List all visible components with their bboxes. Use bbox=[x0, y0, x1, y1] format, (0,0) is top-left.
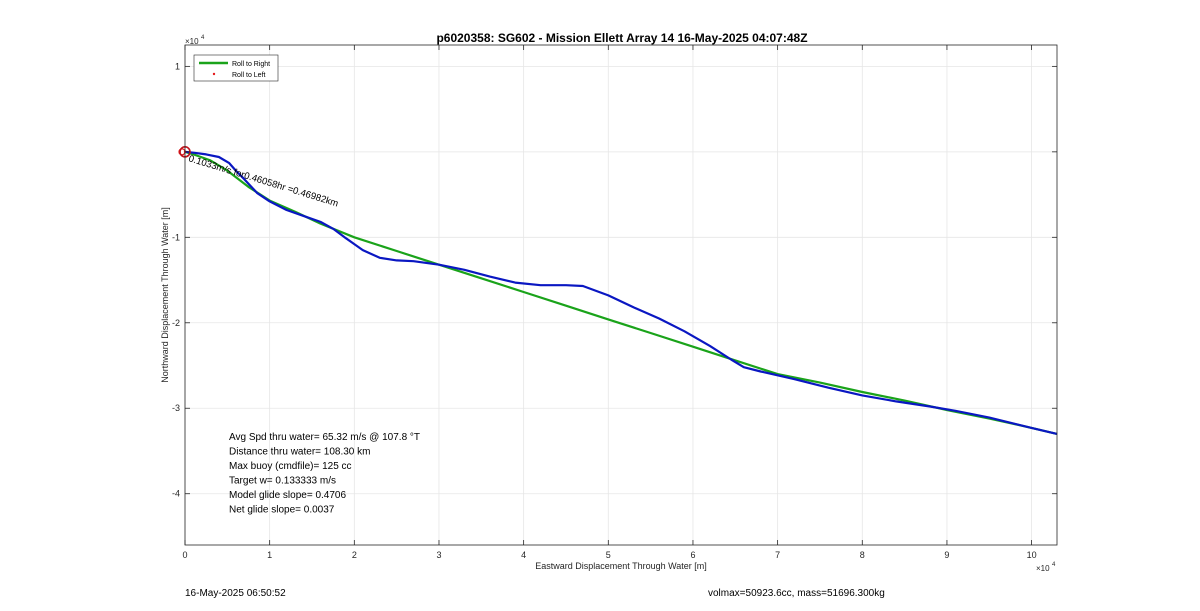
legend-swatch-roll-left bbox=[212, 72, 216, 76]
axes-box bbox=[184, 44, 1058, 546]
stats-line: Model glide slope= 0.4706 bbox=[229, 490, 346, 501]
stats-line: Avg Spd thru water= 65.32 m/s @ 107.8 °T bbox=[229, 432, 420, 443]
y-tick-label: -4 bbox=[172, 489, 180, 499]
x-tick-label: 5 bbox=[606, 550, 611, 560]
x-tick-label: 4 bbox=[521, 550, 526, 560]
x-tick-label: 8 bbox=[860, 550, 865, 560]
stats-line: Distance thru water= 108.30 km bbox=[229, 447, 370, 458]
svg-text:4: 4 bbox=[1052, 562, 1056, 568]
stats-line: Max buoy (cmdfile)= 125 cc bbox=[229, 461, 352, 472]
series-line-track bbox=[184, 150, 1058, 435]
y-tick-label: -2 bbox=[172, 318, 180, 328]
ticks-layer: 0 1 2 3 4 5 6 7 8 9 10 1 -1 -2 -3 -4 bbox=[172, 45, 1057, 560]
legend-box bbox=[193, 54, 279, 82]
y-tick-label: -3 bbox=[172, 403, 180, 413]
x-tick-label: 1 bbox=[267, 550, 272, 560]
x-tick-label: 2 bbox=[352, 550, 357, 560]
y-exponent-label: ×10 4 bbox=[185, 35, 205, 46]
legend-label-roll-right: Roll to Right bbox=[232, 61, 270, 68]
y-tick-label: -1 bbox=[172, 232, 180, 242]
x-tick-label: 9 bbox=[944, 550, 949, 560]
svg-text:×10: ×10 bbox=[1036, 564, 1050, 573]
x-axis-label: Eastward Displacement Through Water [m] bbox=[535, 561, 707, 571]
x-tick-label: 10 bbox=[1027, 550, 1037, 560]
stats-line: Target w= 0.133333 m/s bbox=[229, 476, 336, 487]
x-exponent-label: ×10 4 bbox=[1036, 562, 1056, 573]
x-tick-label: 0 bbox=[182, 550, 187, 560]
svg-text:×10: ×10 bbox=[185, 37, 199, 46]
plot-area bbox=[185, 45, 1057, 545]
series-layer bbox=[184, 150, 1058, 435]
series-line-roll-right bbox=[184, 150, 1058, 435]
y-tick-label: 1 bbox=[175, 61, 180, 71]
x-tick-label: 3 bbox=[436, 550, 441, 560]
footer-vol-mass: volmax=50923.6cc, mass=51696.300kg bbox=[708, 588, 885, 599]
x-tick-label: 6 bbox=[690, 550, 695, 560]
x-tick-label: 7 bbox=[775, 550, 780, 560]
legend-label-roll-left: Roll to Left bbox=[232, 72, 266, 79]
y-axis-label: Northward Displacement Through Water [m] bbox=[160, 207, 170, 383]
stats-box: Avg Spd thru water= 65.32 m/s @ 107.8 °T… bbox=[229, 432, 420, 516]
chart-title: p6020358: SG602 - Mission Ellett Array 1… bbox=[436, 31, 807, 45]
footer-timestamp: 16-May-2025 06:50:52 bbox=[185, 588, 286, 599]
legend: Roll to Right Roll to Left bbox=[193, 54, 279, 82]
svg-text:4: 4 bbox=[201, 35, 205, 41]
stats-line: Net glide slope= 0.0037 bbox=[229, 505, 335, 516]
